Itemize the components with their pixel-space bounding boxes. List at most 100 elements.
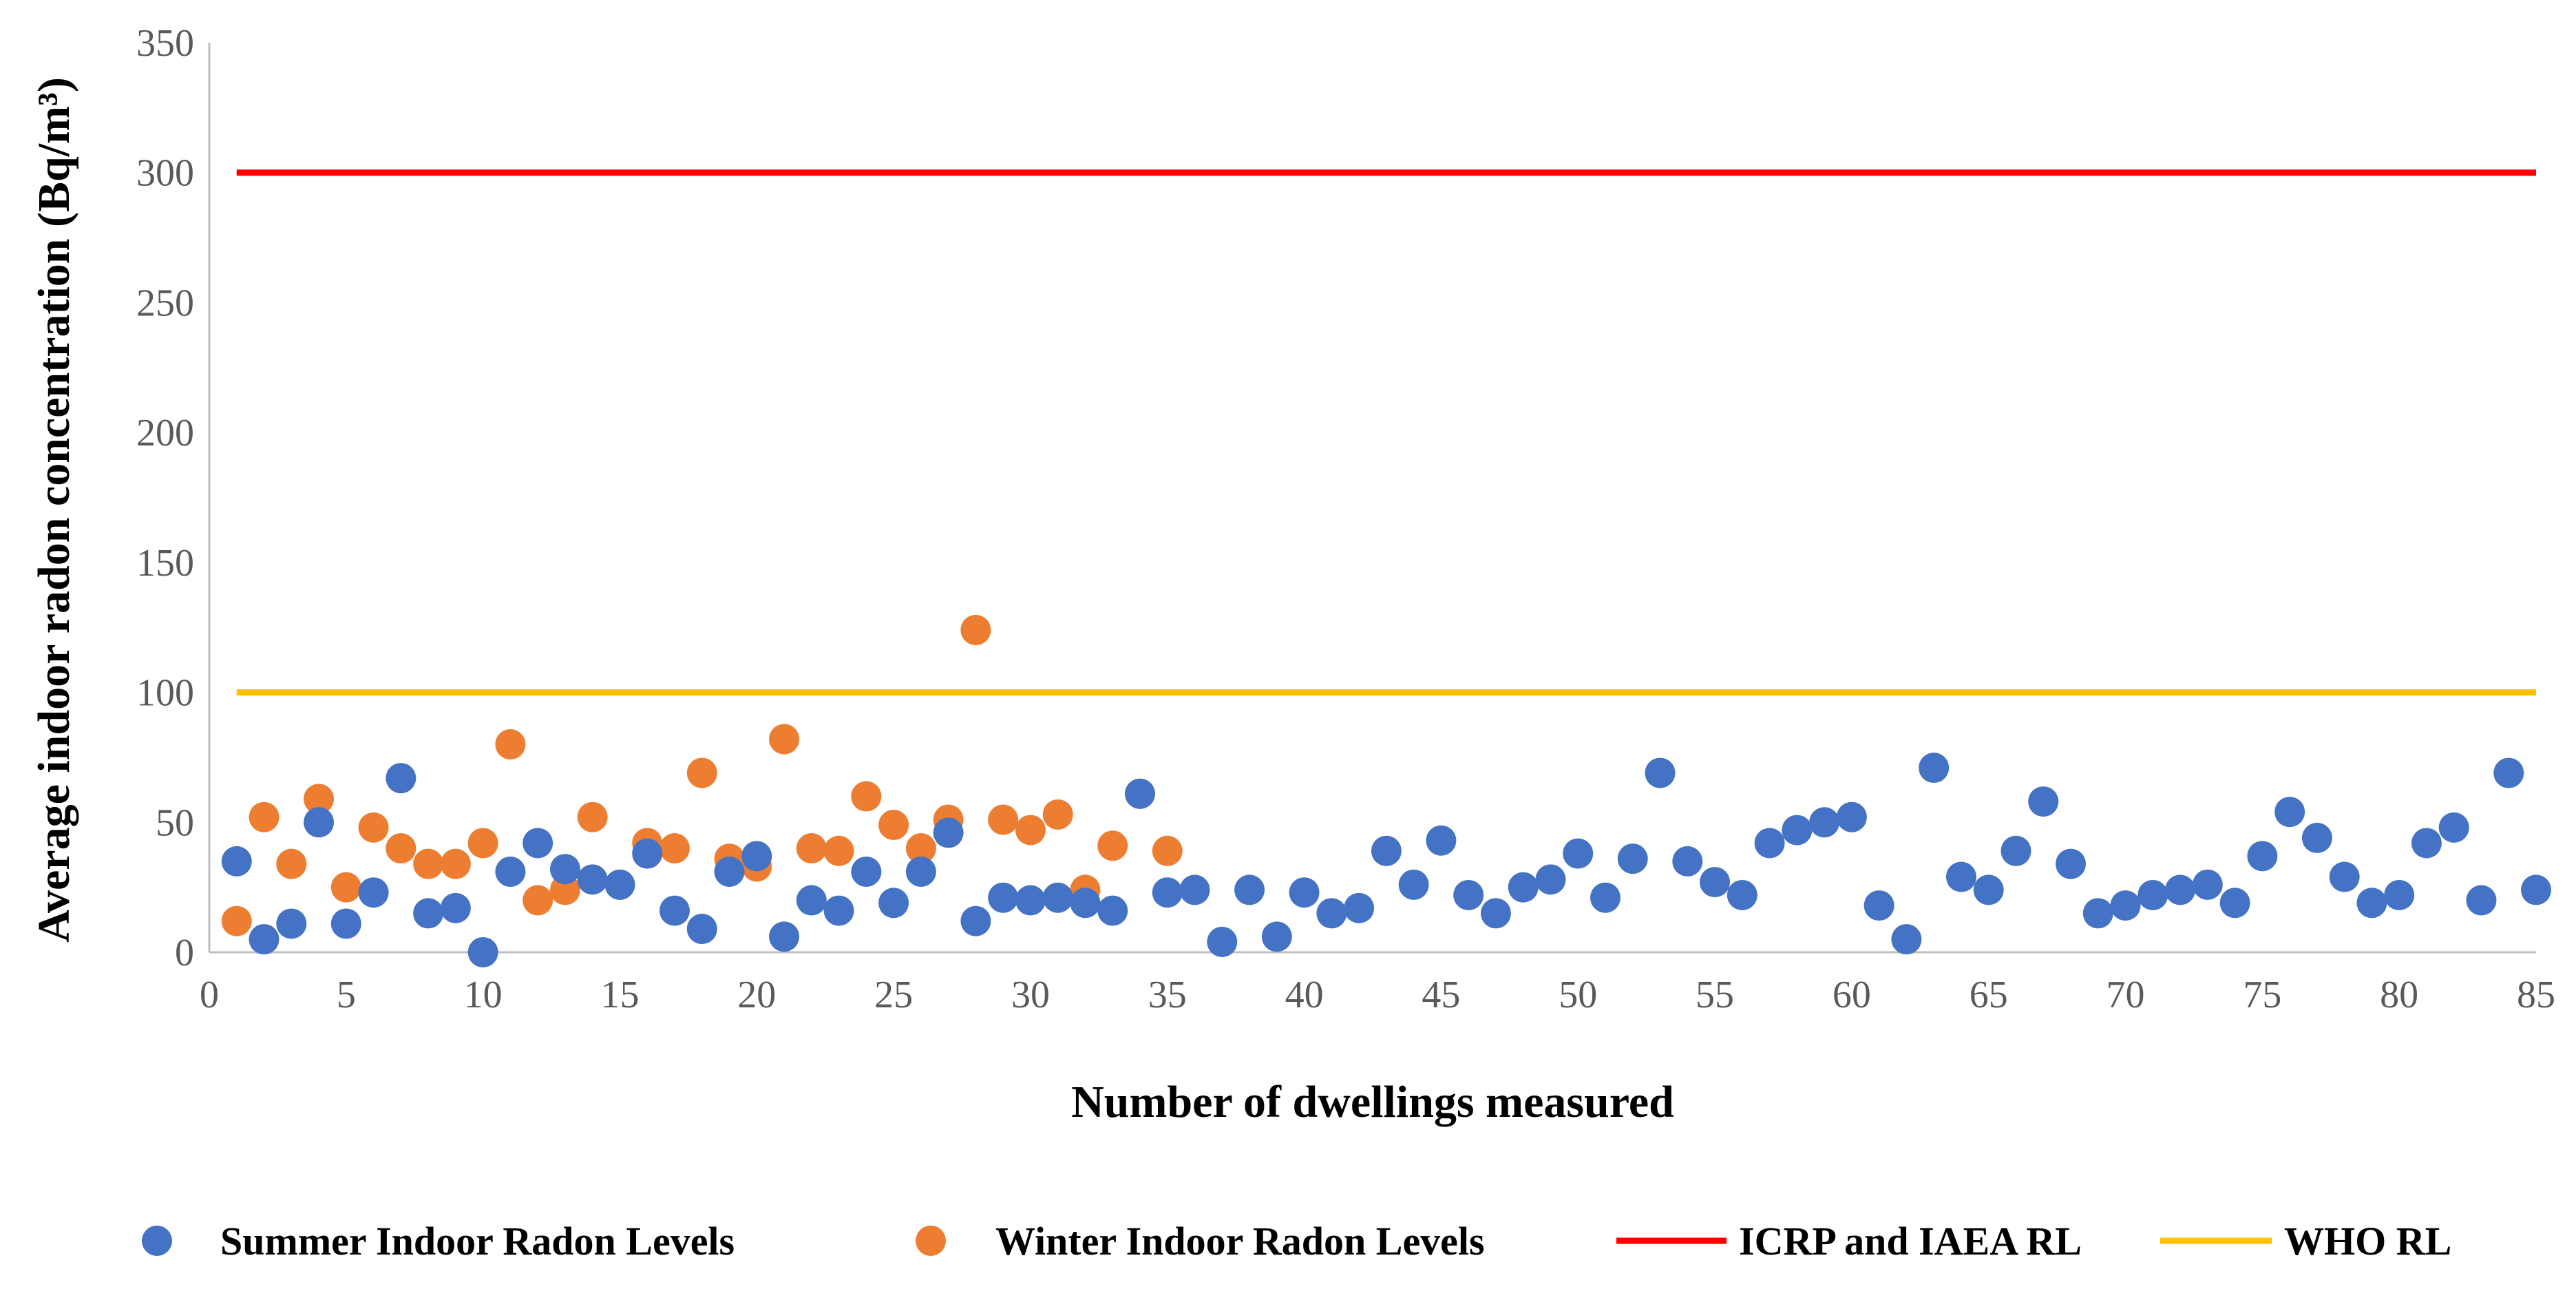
y-tick-label: 200 bbox=[136, 412, 194, 454]
summer-point bbox=[440, 892, 471, 923]
summer-point bbox=[659, 895, 690, 926]
summer-point bbox=[823, 895, 854, 926]
summer-point bbox=[2247, 841, 2278, 872]
summer-point bbox=[221, 846, 252, 877]
summer-point bbox=[358, 877, 389, 908]
legend-icrp-label: ICRP and IAEA RL bbox=[1739, 1219, 2082, 1263]
x-tick-label: 75 bbox=[2243, 974, 2281, 1016]
summer-point bbox=[1700, 867, 1731, 898]
summer-point bbox=[1563, 838, 1594, 869]
summer-point bbox=[2137, 879, 2168, 910]
legend-item-winter[interactable]: Winter Indoor Radon Levels bbox=[916, 1219, 1485, 1263]
summer-point bbox=[2438, 812, 2469, 843]
summer-point bbox=[2301, 822, 2332, 853]
x-tick-label: 20 bbox=[737, 974, 776, 1016]
legend-who-label: WHO RL bbox=[2284, 1219, 2451, 1263]
winter-point bbox=[686, 757, 717, 788]
summer-point bbox=[1015, 885, 1046, 916]
summer-point bbox=[577, 864, 608, 895]
winter-point bbox=[796, 833, 827, 864]
x-tick-label: 15 bbox=[600, 974, 639, 1016]
summer-point bbox=[769, 921, 800, 952]
x-tick-label: 5 bbox=[337, 974, 356, 1016]
legend-item-icrp[interactable]: ICRP and IAEA RL bbox=[1616, 1219, 2082, 1263]
summer-point bbox=[1125, 778, 1155, 809]
winter-point bbox=[221, 905, 252, 936]
winter-point bbox=[823, 835, 854, 866]
summer-point bbox=[933, 817, 964, 848]
summer-point bbox=[2000, 835, 2031, 866]
y-tick-label: 150 bbox=[136, 542, 194, 585]
data-points bbox=[221, 614, 2551, 967]
winter-point bbox=[549, 874, 580, 905]
summer-point bbox=[2466, 885, 2497, 916]
x-tick-label: 60 bbox=[1833, 974, 1871, 1016]
summer-point bbox=[1590, 882, 1620, 913]
summer-point bbox=[1070, 888, 1101, 919]
y-tick-label: 0 bbox=[175, 932, 194, 974]
x-axis-title: Number of dwellings measured bbox=[1071, 1077, 1674, 1127]
winter-point bbox=[1097, 830, 1128, 861]
summer-point bbox=[2219, 888, 2250, 919]
y-tick-label: 250 bbox=[136, 282, 194, 324]
summer-point bbox=[1617, 843, 1648, 874]
summer-point bbox=[249, 924, 279, 955]
axes bbox=[208, 43, 2536, 954]
x-tick-label: 55 bbox=[1696, 974, 1734, 1016]
summer-point bbox=[1645, 757, 1676, 788]
winter-point bbox=[988, 804, 1019, 835]
summer-point bbox=[467, 937, 498, 967]
summer-point bbox=[960, 905, 991, 936]
winter-point bbox=[276, 848, 307, 879]
x-tick-label: 25 bbox=[874, 974, 913, 1016]
summer-point bbox=[1480, 898, 1511, 929]
x-tick-label: 45 bbox=[1422, 974, 1460, 1016]
summer-point bbox=[2110, 890, 2141, 921]
winter-point bbox=[905, 833, 936, 864]
summer-point bbox=[2274, 797, 2305, 828]
legend-winter-marker bbox=[916, 1226, 946, 1256]
summer-point bbox=[1864, 890, 1894, 921]
winter-point bbox=[1015, 815, 1046, 846]
summer-point bbox=[2056, 848, 2086, 879]
y-axis-title: Average indoor radon concentration (Bq/m… bbox=[29, 77, 79, 943]
summer-point bbox=[1754, 828, 1785, 859]
summer-point bbox=[1782, 815, 1813, 846]
summer-point bbox=[1727, 879, 1757, 910]
summer-point bbox=[1836, 801, 1867, 832]
x-tick-label: 30 bbox=[1011, 974, 1050, 1016]
summer-point bbox=[2411, 828, 2442, 859]
summer-point bbox=[741, 841, 772, 872]
summer-point bbox=[851, 856, 882, 887]
summer-point bbox=[2165, 874, 2196, 905]
summer-point bbox=[686, 914, 717, 945]
summer-point bbox=[1152, 877, 1183, 908]
summer-point bbox=[522, 828, 553, 859]
reference-lines bbox=[236, 169, 2536, 696]
winter-point bbox=[1152, 835, 1183, 866]
summer-point bbox=[2028, 786, 2059, 817]
summer-point bbox=[386, 763, 416, 794]
summer-point bbox=[1289, 877, 1320, 908]
summer-point bbox=[549, 854, 580, 885]
legend-item-who[interactable]: WHO RL bbox=[2160, 1219, 2451, 1263]
summer-point bbox=[330, 908, 361, 939]
winter-point bbox=[878, 810, 909, 841]
summer-point bbox=[1042, 882, 1073, 913]
summer-point bbox=[1316, 898, 1347, 929]
summer-point bbox=[2329, 861, 2360, 892]
winter-point bbox=[304, 784, 335, 815]
summer-point bbox=[714, 856, 745, 887]
legend-item-summer[interactable]: Summer Indoor Radon Levels bbox=[142, 1219, 735, 1263]
winter-point bbox=[659, 833, 690, 864]
winter-point bbox=[495, 729, 526, 760]
summer-point bbox=[1426, 825, 1457, 856]
summer-point bbox=[1234, 874, 1265, 905]
summer-point bbox=[604, 869, 635, 900]
summer-point bbox=[1508, 872, 1539, 903]
x-tick-label: 65 bbox=[1970, 974, 2008, 1016]
x-tick-label: 85 bbox=[2517, 974, 2555, 1016]
y-tick-labels: 0 50 100 150 200 250 300 350 bbox=[136, 22, 194, 974]
legend-summer-label: Summer Indoor Radon Levels bbox=[220, 1219, 735, 1263]
y-tick-label: 100 bbox=[136, 672, 194, 715]
